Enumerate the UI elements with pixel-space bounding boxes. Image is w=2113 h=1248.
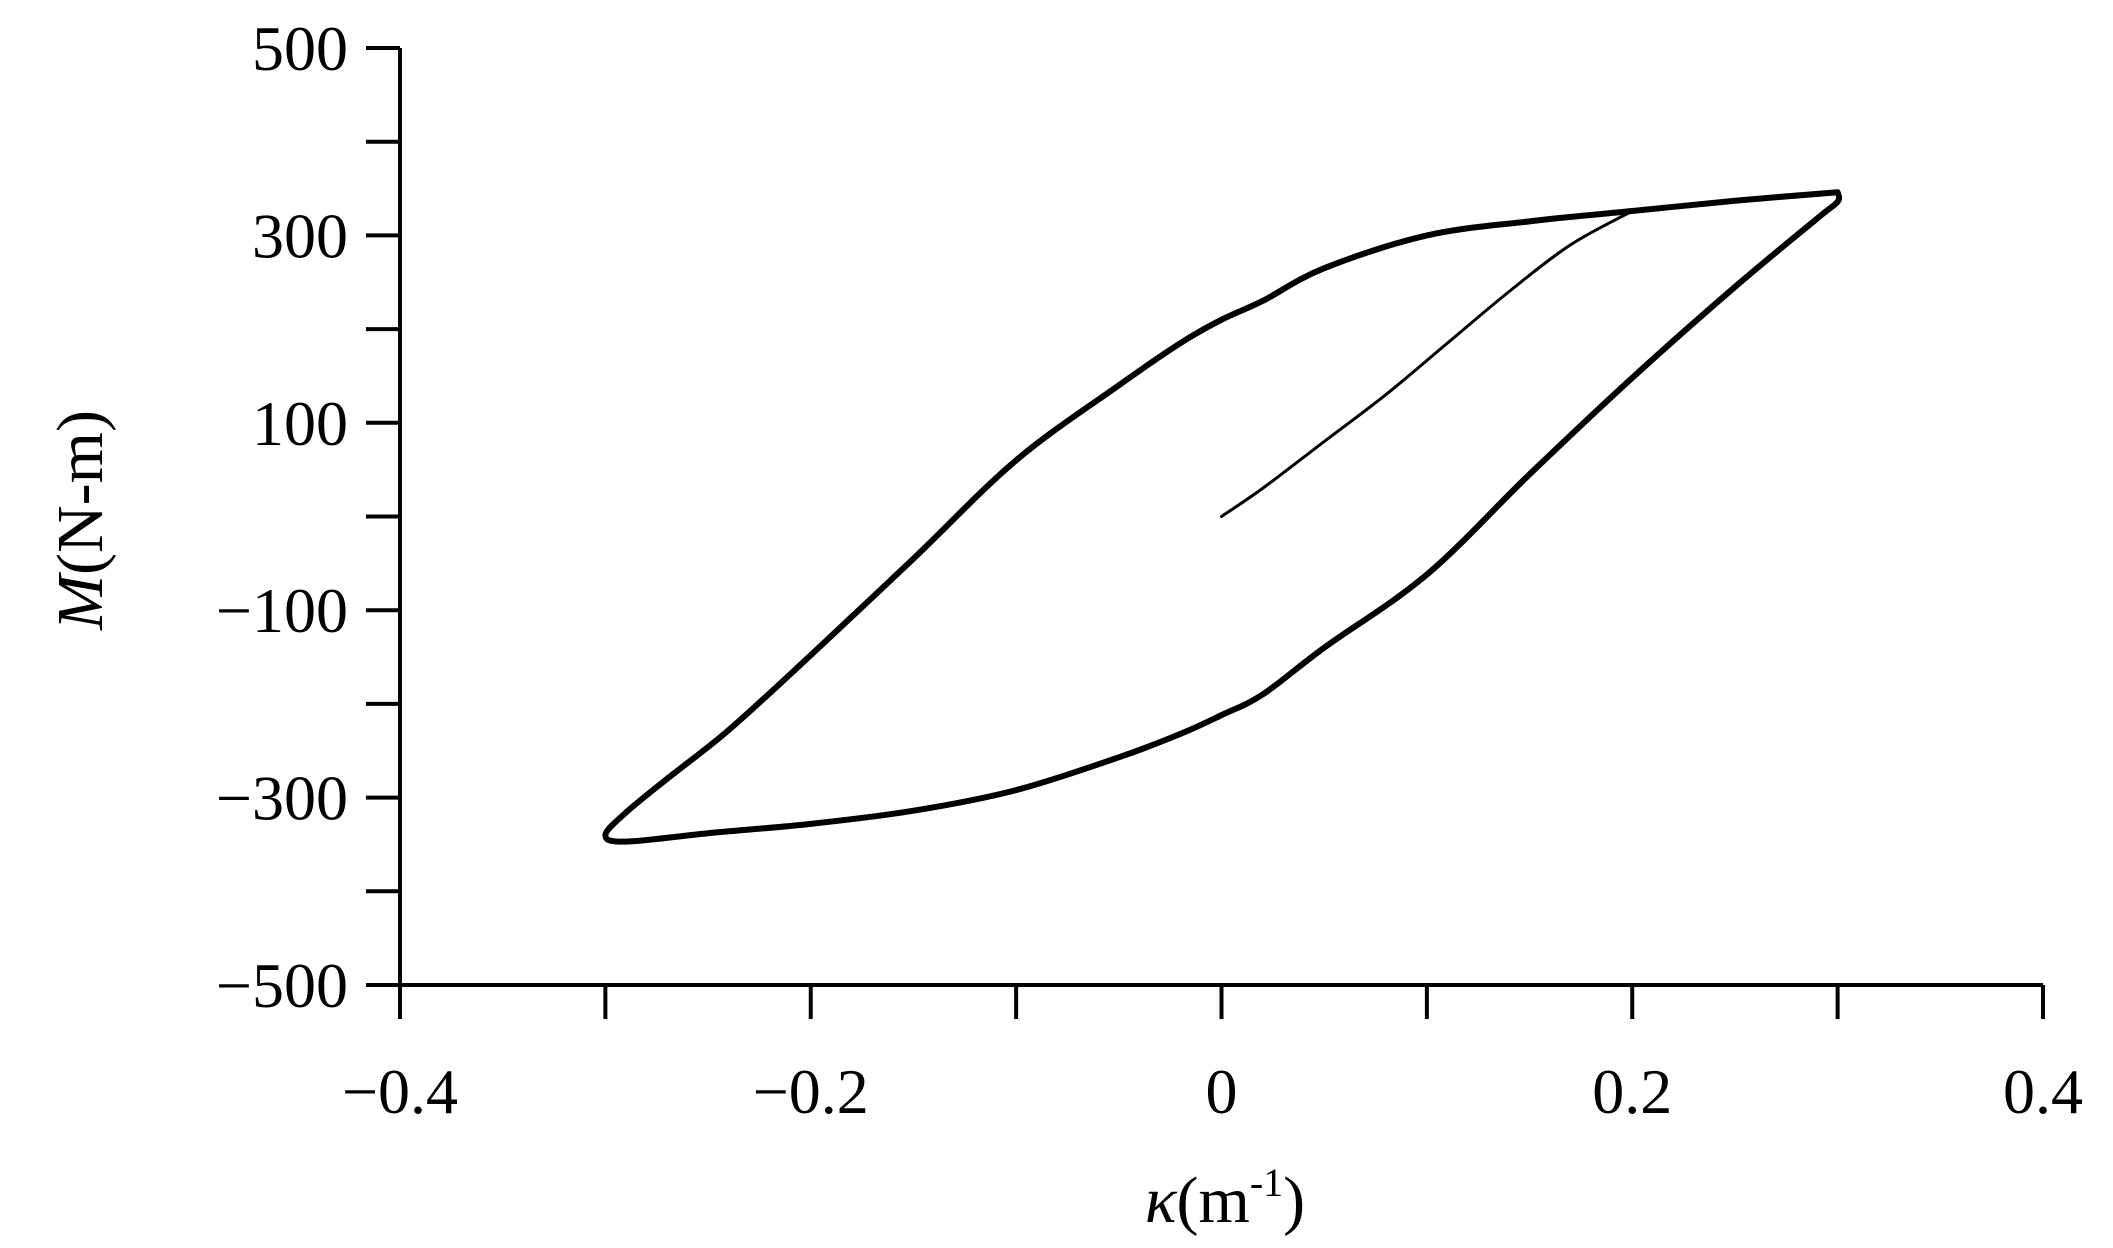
x-tick-label: 0	[1206, 1056, 1238, 1127]
x-tick-label: −0.4	[342, 1056, 458, 1127]
y-axis-title: M(N-m)	[44, 410, 117, 631]
x-tick-label: −0.2	[753, 1056, 869, 1127]
initial-loading-line	[1220, 209, 1634, 518]
series-layer	[602, 189, 1843, 845]
y-tick-label: −100	[216, 575, 348, 646]
y-tick-label: 500	[252, 13, 348, 84]
x-axis-unit-close: )	[1283, 1164, 1305, 1237]
x-tick-label: 0.2	[1592, 1056, 1672, 1127]
x-axis-unit: (m	[1177, 1164, 1250, 1237]
x-axis: −0.4 −0.2 0 0.2 0.4	[342, 983, 2083, 1127]
y-tick-label: −500	[216, 950, 348, 1021]
y-tick-label: 100	[252, 388, 348, 459]
x-axis-symbol: κ	[1145, 1164, 1178, 1237]
hysteresis-loop-line	[602, 189, 1843, 845]
x-axis-title: κ(m-1)	[1145, 1160, 1305, 1237]
y-axis: 500 300 100 −100 −300 −500	[216, 13, 402, 1021]
y-axis-unit: (N-m)	[44, 410, 117, 575]
x-axis-unit-superscript: -1	[1250, 1160, 1283, 1205]
y-tick-label: −300	[216, 763, 348, 834]
y-tick-label: 300	[252, 200, 348, 271]
x-tick-label: 0.4	[2003, 1056, 2083, 1127]
y-axis-symbol: M	[44, 571, 117, 631]
